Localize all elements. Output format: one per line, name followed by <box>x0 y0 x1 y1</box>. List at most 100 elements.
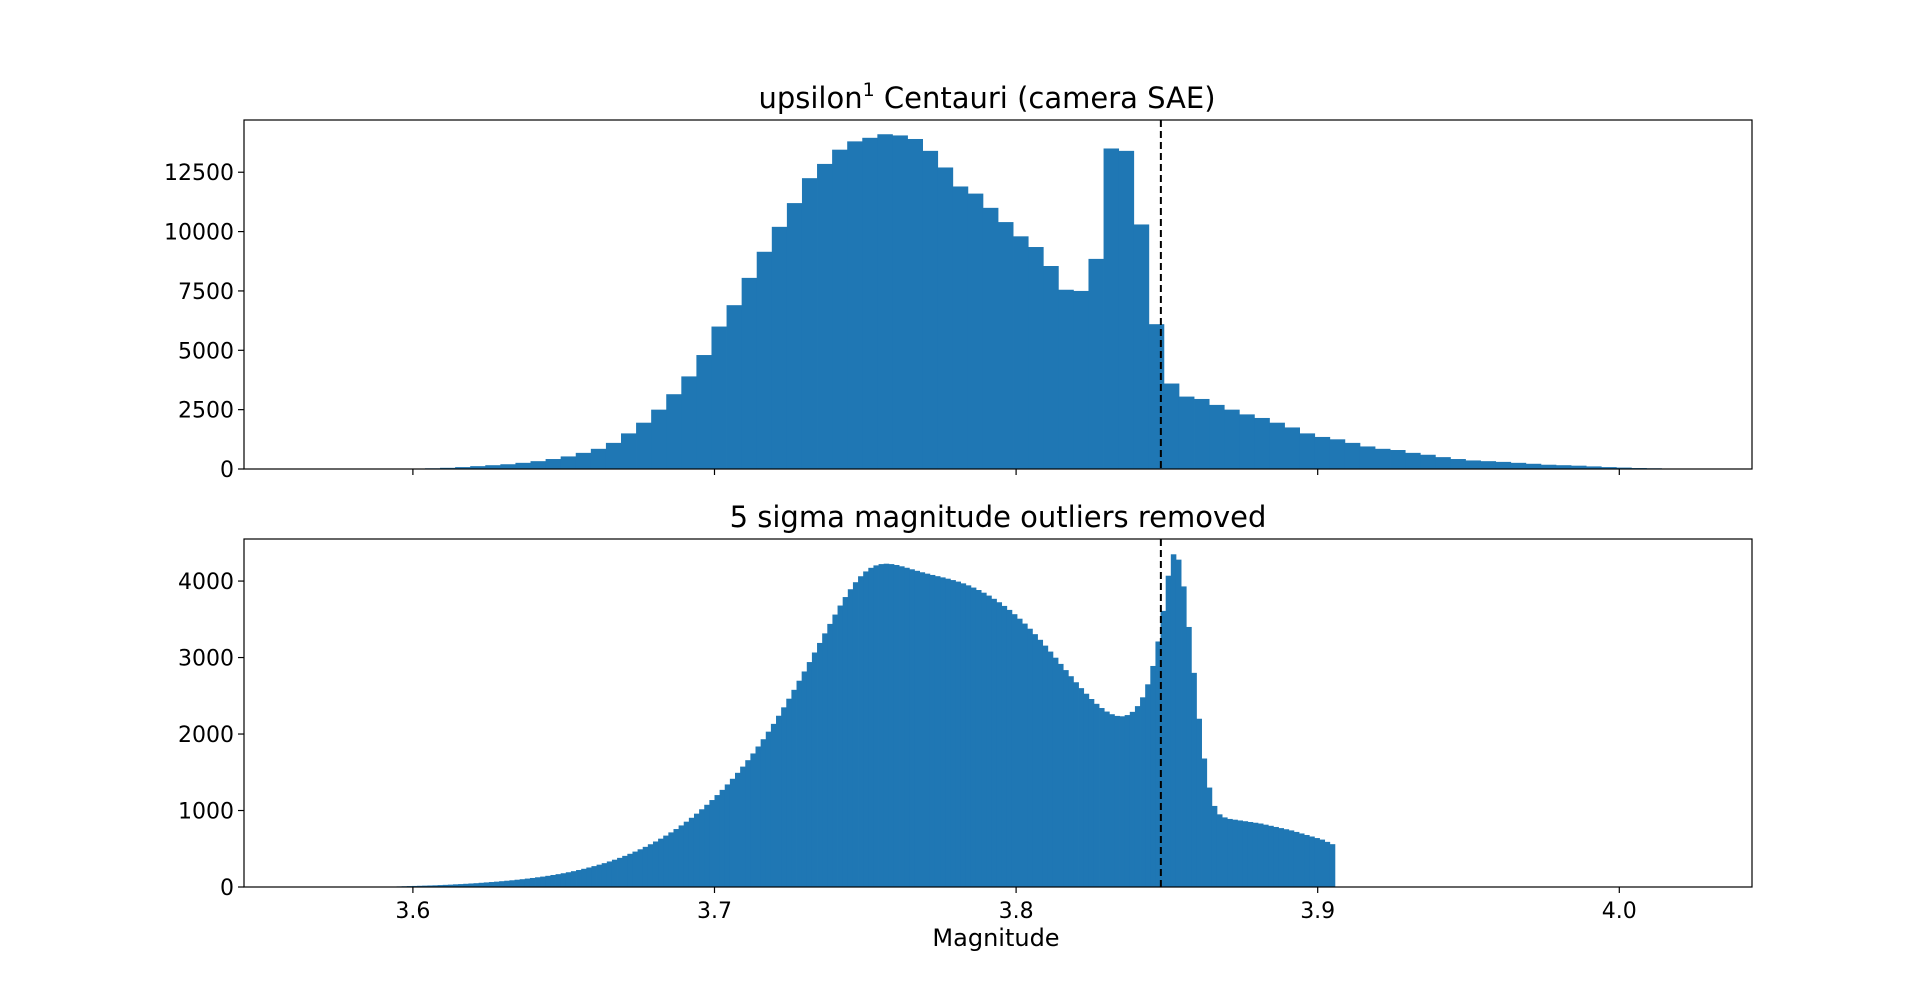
bottom-histogram-bar <box>1088 699 1095 887</box>
bottom-panel-bars <box>386 554 1336 887</box>
bottom-histogram-bar <box>740 766 746 887</box>
top-histogram-bar <box>605 442 622 469</box>
bottom-histogram-bar <box>796 680 803 887</box>
bottom-histogram-bar <box>499 881 505 887</box>
top-histogram-bar <box>1375 448 1391 469</box>
bottom-histogram-bar <box>1068 676 1074 887</box>
bottom-histogram-bar <box>699 809 705 887</box>
top-panel-x-ticks <box>412 469 1620 475</box>
top-panel-y-ticks: 0 2500 5000 7500 10000 12500 <box>164 161 244 483</box>
bottom-histogram-bar <box>858 576 864 887</box>
bottom-histogram-bar <box>555 874 562 887</box>
bottom-histogram-bar <box>1022 623 1028 887</box>
bottom-histogram-bar <box>878 564 885 887</box>
bottom-histogram-bar <box>1001 605 1008 887</box>
bottom-histogram-bar <box>1099 708 1105 887</box>
bottom-histogram-bar <box>683 821 690 887</box>
bottom-histogram-bar <box>642 846 649 887</box>
bottom-histogram-bar <box>765 731 772 887</box>
bottom-histogram-bar <box>1037 639 1044 887</box>
bottom-histogram-bar <box>545 875 551 887</box>
top-histogram-bar <box>696 355 712 469</box>
bottom-histogram-bar <box>1216 814 1223 887</box>
bottom-histogram-bar <box>442 884 449 887</box>
bottom-histogram-bar <box>1181 586 1187 887</box>
bottom-histogram-bar <box>637 849 644 887</box>
bottom-histogram-bar <box>986 595 992 887</box>
top-histogram-bar <box>1616 467 1632 469</box>
bottom-histogram-bar <box>893 565 900 887</box>
bottom-histogram-bar <box>1058 663 1064 887</box>
bottom-histogram-bar <box>1329 844 1336 887</box>
bottom-panel-y-ticks: 0 1000 2000 3000 4000 <box>178 570 244 901</box>
bottom-histogram-bar <box>1165 575 1172 887</box>
top-histogram-bar <box>786 203 803 469</box>
bottom-histogram-bar <box>586 867 592 887</box>
top-histogram-bar <box>1420 454 1436 469</box>
top-histogram-bar <box>1254 417 1270 469</box>
top-y-tick-label: 2500 <box>178 399 234 424</box>
bottom-histogram-bar <box>453 884 459 887</box>
bottom-histogram-bar <box>652 841 659 887</box>
bottom-histogram-bar <box>647 844 654 887</box>
bottom-histogram-bar <box>1083 693 1090 887</box>
top-histogram-bar <box>1163 383 1180 469</box>
bottom-histogram-bar <box>1319 839 1326 887</box>
bottom-histogram-bar <box>468 883 474 887</box>
bottom-histogram-bar <box>1232 819 1238 887</box>
bottom-x-tick-label: 3.9 <box>1300 899 1335 924</box>
top-histogram-bar <box>1178 396 1195 469</box>
bottom-histogram-bar <box>632 851 638 887</box>
top-histogram-bar <box>998 222 1014 469</box>
top-histogram-bar <box>1088 258 1104 469</box>
bottom-histogram-bar <box>847 589 854 887</box>
bottom-histogram-bar <box>617 857 623 887</box>
top-histogram-bar <box>741 277 758 469</box>
top-histogram-bar <box>967 193 984 469</box>
top-histogram-bar <box>1013 236 1029 469</box>
top-histogram-bar <box>1571 465 1587 469</box>
bottom-y-tick-label: 3000 <box>178 647 234 672</box>
top-histogram-bar <box>937 167 954 470</box>
bottom-histogram-bar <box>540 876 546 887</box>
top-histogram-bar <box>1133 224 1150 469</box>
top-histogram-bar <box>1540 464 1557 469</box>
top-panel-title-main: upsilon <box>758 81 862 115</box>
bottom-histogram-bar <box>1119 716 1126 887</box>
bottom-histogram-bar <box>996 602 1003 887</box>
top-histogram-bar <box>801 178 818 470</box>
bottom-histogram-bar <box>729 778 736 887</box>
bottom-histogram-bar <box>1201 758 1208 887</box>
bottom-histogram-bar <box>1263 824 1269 887</box>
bottom-histogram-bar <box>1140 697 1146 887</box>
bottom-histogram-bar <box>1304 834 1310 887</box>
top-panel: upsilon1 Centauri (camera SAE) 0 2500 5000… <box>164 79 1753 483</box>
bottom-histogram-bar <box>817 642 823 887</box>
top-histogram-bar <box>1314 436 1331 469</box>
top-histogram-bar <box>1359 446 1376 469</box>
bottom-histogram-bar <box>950 580 956 887</box>
bottom-panel-frame <box>243 538 1753 888</box>
top-histogram-bar <box>666 394 682 469</box>
bottom-histogram-bar <box>991 598 997 887</box>
bottom-histogram-bar <box>673 829 680 887</box>
bottom-histogram-bar <box>1252 822 1259 887</box>
bottom-histogram-bar <box>576 870 582 887</box>
bottom-histogram-bar <box>1237 820 1243 887</box>
bottom-histogram-bar <box>581 868 587 887</box>
top-histogram-bar <box>892 135 908 469</box>
top-histogram-bar <box>681 376 697 469</box>
top-histogram-bar <box>952 186 969 470</box>
bottom-histogram-bar <box>622 855 628 887</box>
bottom-histogram-bar <box>1155 641 1161 887</box>
top-histogram-bar <box>575 452 592 469</box>
top-histogram-bar <box>1510 462 1527 469</box>
bottom-histogram-bar <box>447 884 454 887</box>
top-histogram-bar <box>545 459 562 469</box>
bottom-histogram-bar <box>529 877 536 887</box>
bottom-histogram-bar <box>1278 828 1285 887</box>
top-y-tick-label: 12500 <box>164 161 234 186</box>
bottom-histogram-bar <box>883 563 890 887</box>
top-histogram-bar <box>756 251 773 469</box>
bottom-histogram-bar <box>786 698 792 887</box>
